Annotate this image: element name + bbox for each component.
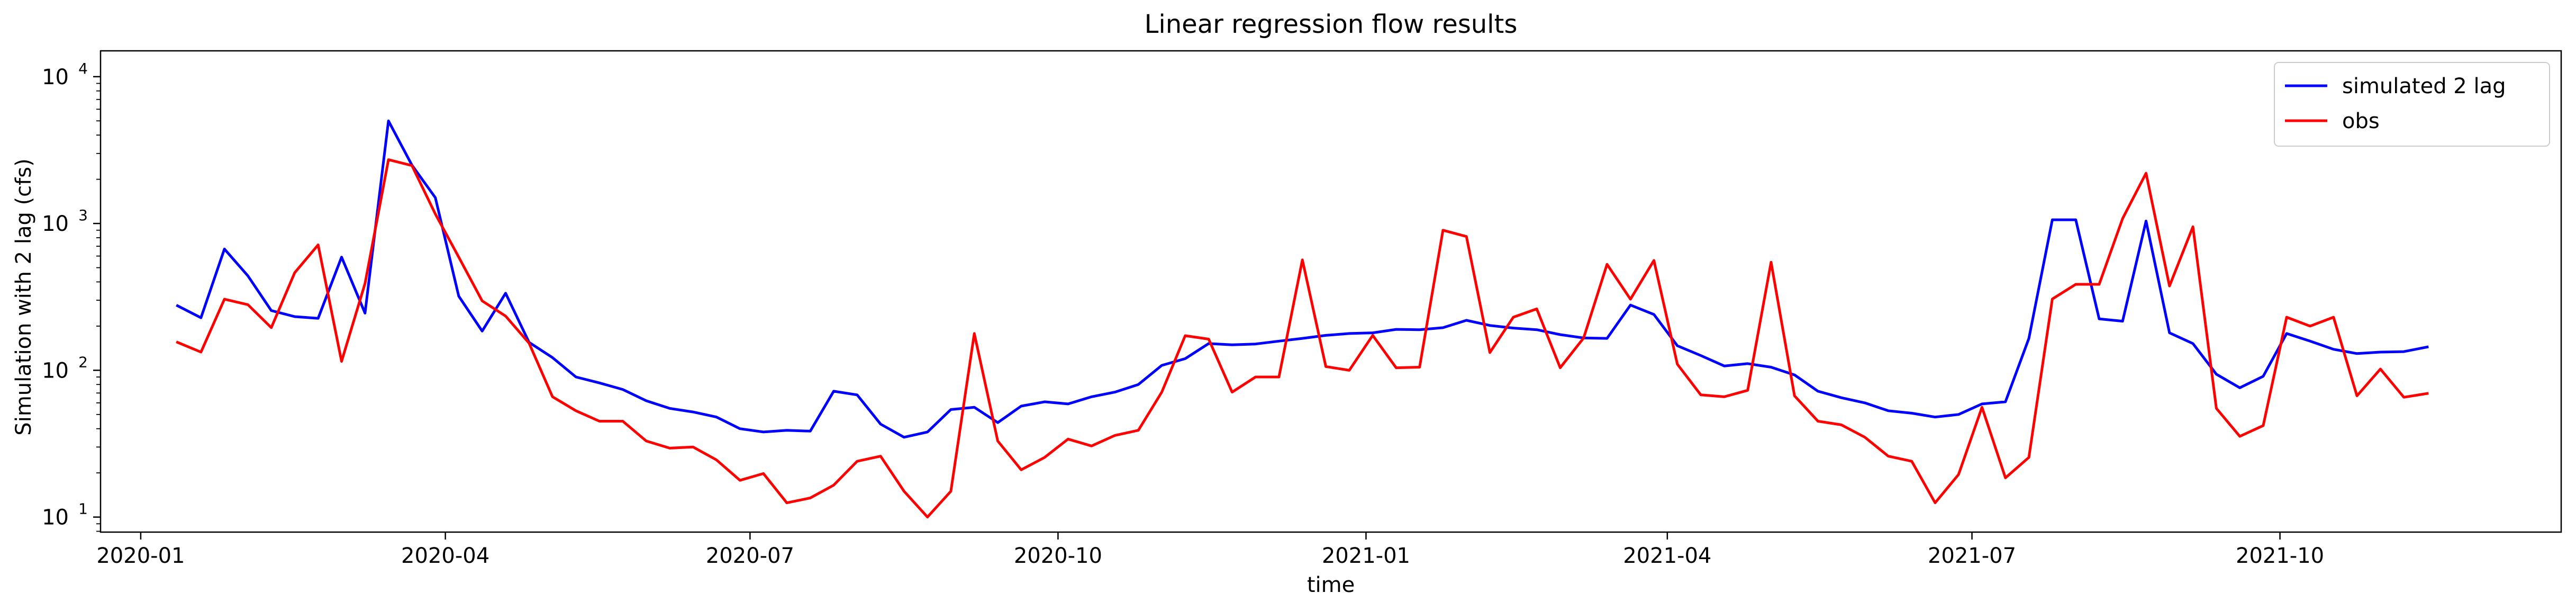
legend-box	[2274, 62, 2550, 147]
y-tick-label: 10	[42, 65, 69, 89]
series-line-1: simulated 2 lag	[176, 119, 2429, 439]
axes-frame	[99, 50, 2562, 533]
y-tick-label: 10	[42, 212, 69, 236]
legend-label-2: obs	[2342, 109, 2380, 133]
y-tick-exponent: 4	[78, 60, 88, 77]
x-tick-label: 2021-01	[1322, 544, 1410, 568]
x-tick-label: 2021-04	[1623, 544, 1711, 568]
x-tick-label: 2020-07	[706, 544, 794, 568]
x-tick-label: 2020-04	[401, 544, 489, 568]
legend-label-1: simulated 2 lag	[2342, 74, 2506, 98]
y-tick-exponent: 3	[78, 206, 88, 224]
y-axis-label: Simulation with 2 lag (cfs)	[12, 158, 36, 435]
x-tick-label: 2021-07	[1928, 544, 2016, 568]
x-axis-label: time	[1307, 573, 1355, 597]
y-tick-exponent: 2	[78, 353, 88, 371]
series-line-2: obs	[176, 158, 2429, 519]
x-tick-label: 2020-10	[1014, 544, 1102, 568]
y-tick-exponent: 1	[78, 500, 88, 518]
legend: simulated 2 lag obs	[2274, 62, 2550, 147]
x-tick-label: 2020-01	[96, 544, 185, 568]
y-tick-label: 10	[42, 506, 69, 530]
axis-ticks: 2020-01 2020-04 2020-07 2020-10 2021-01 2021-…	[42, 60, 2324, 568]
y-tick-label: 10	[42, 358, 69, 383]
x-tick-label: 2021-10	[2236, 544, 2324, 568]
chart-title: Linear regression flow results	[1145, 10, 1518, 39]
